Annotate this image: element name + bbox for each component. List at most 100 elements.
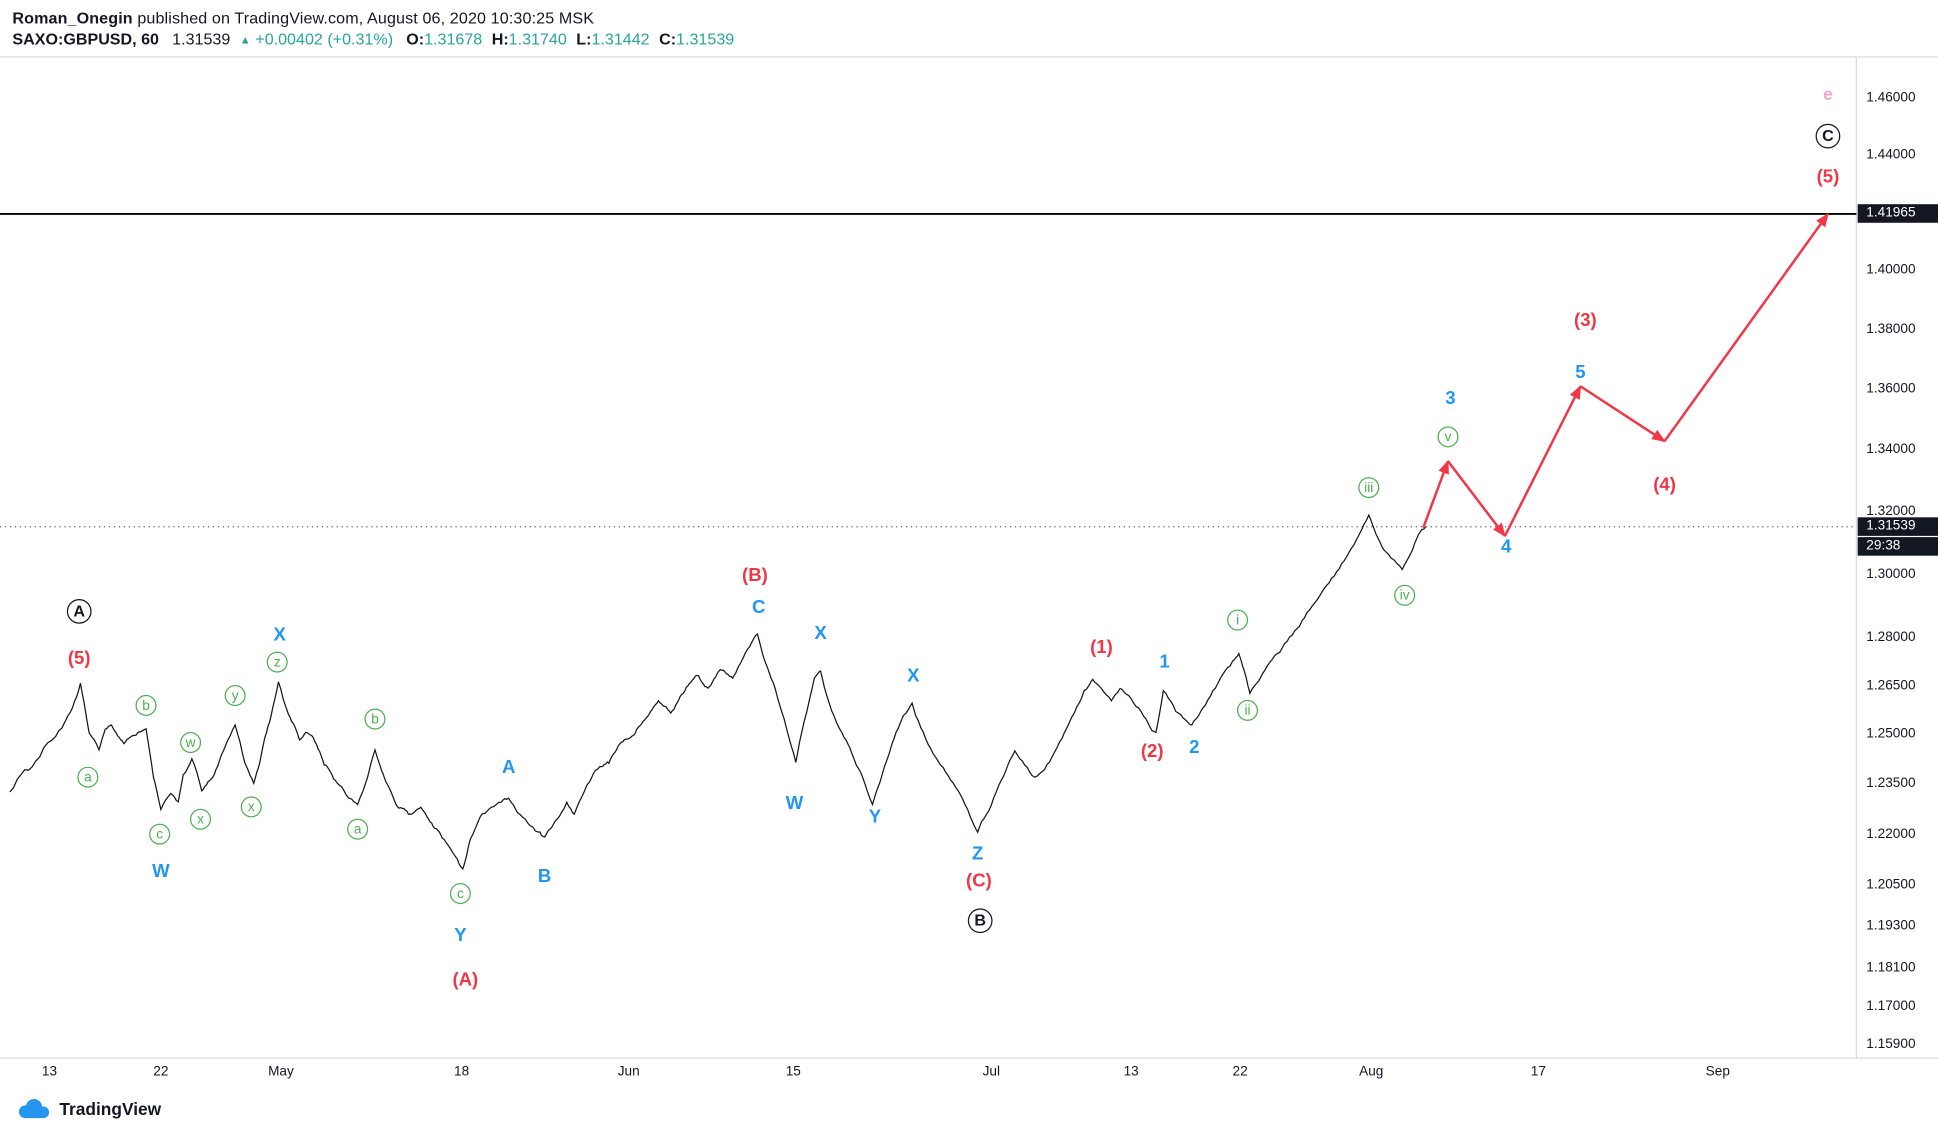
time-axis-label: 13: [1123, 1064, 1139, 1080]
price-axis-label: 1.44000: [1866, 146, 1916, 162]
projection-arrow-segment: [1503, 385, 1582, 537]
time-axis-label: 22: [153, 1064, 169, 1080]
price-line: [9, 513, 1427, 870]
wave-label: X: [273, 624, 286, 646]
price-axis-label: 1.28000: [1866, 629, 1916, 645]
wave-label: z: [266, 651, 288, 673]
wave-label: X: [814, 623, 827, 645]
publish-line: Roman_Onegin published on TradingView.co…: [12, 9, 594, 28]
wave-label: 4: [1500, 536, 1512, 558]
time-axis-label: 15: [785, 1064, 801, 1080]
time-axis-label: 22: [1232, 1064, 1248, 1080]
wave-label: 3: [1445, 387, 1456, 410]
price-axis-label: 1.34000: [1866, 441, 1916, 457]
wave-label: y: [224, 685, 246, 707]
wave-label: (C): [966, 870, 992, 892]
wave-label: b: [135, 694, 157, 716]
price-axis-label: 1.38000: [1866, 321, 1916, 337]
change-value: +0.00402 (+0.31%): [255, 29, 394, 49]
projection-arrows: [1422, 212, 1829, 537]
wave-label: Z: [972, 843, 984, 865]
price-axis-label: 1.23500: [1866, 776, 1916, 792]
wave-label: (1): [1090, 636, 1113, 658]
high-value: 1.31740: [508, 29, 567, 49]
wave-label: 1: [1159, 651, 1170, 673]
time-axis-label: 13: [41, 1064, 58, 1080]
author-name: Roman_Onegin: [12, 8, 133, 28]
wave-label: W: [785, 792, 804, 814]
wave-label: iv: [1394, 584, 1416, 606]
tradingview-cloud-icon: [18, 1098, 50, 1119]
price-axis[interactable]: 1.46000 1.44000 1.40000 1.38000 1.36000 1.340…: [1859, 0, 1938, 1136]
wave-label: iii: [1358, 477, 1380, 499]
high-label: H:: [491, 29, 509, 49]
wave-label: ii: [1236, 699, 1259, 721]
price-axis-label: 1.46000: [1866, 90, 1916, 106]
bar-countdown-tag: 29:38: [1857, 537, 1938, 556]
wave-label: A: [501, 756, 516, 778]
time-axis-label: Sep: [1705, 1064, 1730, 1080]
wave-label: Y: [868, 806, 882, 828]
wave-label: w: [180, 732, 202, 754]
price-axis-label: 1.17000: [1866, 998, 1916, 1014]
price-change: ▲ +0.00402 (+0.31%): [240, 30, 393, 49]
price-axis-label: 1.26500: [1866, 678, 1916, 693]
wave-label: x: [189, 808, 212, 830]
wave-label: c: [149, 823, 171, 845]
last-price: 1.31539: [172, 29, 231, 49]
price-axis-label: 1.40000: [1866, 262, 1916, 278]
wave-label: b: [364, 708, 386, 730]
projection-arrow-segment: [1447, 460, 1506, 537]
symbol-line: SAXO:GBPUSD, 60 1.31539 ▲ +0.00402 (+0.3…: [12, 30, 734, 49]
horizontal-levels: [0, 213, 1857, 528]
wave-label: (4): [1653, 474, 1676, 496]
wave-label: (3): [1574, 310, 1597, 332]
time-axis[interactable]: 13 22 May 18 Jun 15 Jul 13 22 Aug 17 Sep: [0, 1062, 1938, 1089]
up-arrow-icon: ▲: [239, 33, 251, 46]
time-axis-label: Jun: [617, 1064, 640, 1080]
time-axis-label: 17: [1530, 1064, 1546, 1080]
price-tag: 1.31539: [1857, 517, 1938, 536]
price-axis-label: 1.32000: [1866, 503, 1916, 519]
wave-label: (5): [67, 647, 91, 669]
wave-label: e: [1823, 84, 1833, 104]
price-axis-label: 1.36000: [1866, 381, 1916, 397]
symbol-title: SAXO:GBPUSD, 60: [12, 29, 160, 49]
wave-label: W: [152, 860, 170, 882]
price-axis-label: 1.15900: [1866, 1036, 1916, 1052]
price-axis-label: 1.30000: [1866, 566, 1916, 582]
wave-label: x: [240, 796, 262, 818]
wave-label: X: [907, 665, 920, 687]
wave-label: C: [1815, 123, 1841, 149]
wave-label: (A): [452, 969, 479, 991]
price-axis-label: 1.19300: [1866, 918, 1916, 934]
wave-label: (2): [1140, 740, 1164, 762]
price-axis-label: 1.18100: [1866, 959, 1916, 975]
close-value: 1.31539: [676, 29, 735, 49]
wave-label: A: [66, 598, 92, 624]
tradingview-logo[interactable]: TradingView: [15, 1097, 161, 1121]
wave-label: 2: [1189, 736, 1200, 759]
open-label: O:: [406, 29, 425, 49]
price-axis-label: 1.25000: [1866, 727, 1916, 742]
wave-label: B: [967, 908, 993, 934]
time-axis-label: Jul: [982, 1064, 1001, 1080]
projection-arrow-segment: [1422, 459, 1450, 529]
time-axis-label: 18: [454, 1064, 470, 1080]
price-tag: 1.41965: [1857, 204, 1938, 224]
time-axis-label: Aug: [1359, 1064, 1384, 1080]
wave-label: Y: [454, 925, 467, 947]
wave-label: 5: [1575, 361, 1586, 384]
wave-label: C: [751, 597, 766, 619]
open-value: 1.31678: [424, 29, 483, 49]
tradingview-logo-text: TradingView: [59, 1098, 162, 1119]
low-label: L:: [576, 29, 592, 49]
close-label: C:: [659, 29, 677, 49]
low-value: 1.31442: [591, 29, 650, 49]
wave-label: (B): [742, 564, 768, 587]
price-series: [9, 513, 1427, 870]
time-axis-label: May: [268, 1064, 294, 1080]
price-axis-label: 1.22000: [1866, 826, 1916, 842]
